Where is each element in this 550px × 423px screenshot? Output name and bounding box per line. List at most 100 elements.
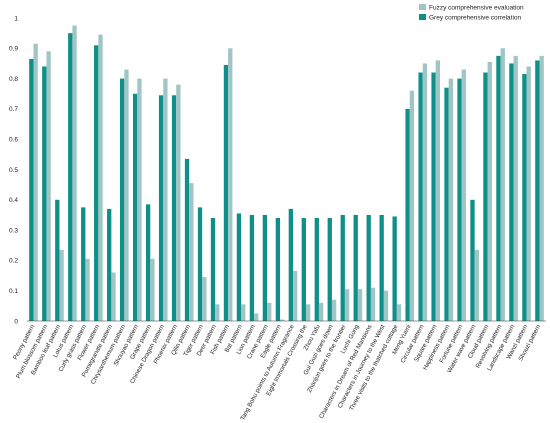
bar-fuzzy (409, 90, 415, 321)
bars (29, 25, 544, 322)
bar-grey (94, 45, 99, 322)
bar-grey (314, 217, 319, 321)
legend-swatch-grey (419, 14, 426, 20)
bar-grey (197, 207, 203, 322)
bar-fuzzy (357, 289, 363, 321)
bar-fuzzy (383, 290, 389, 321)
bar-fuzzy (124, 69, 129, 321)
bar-grey (509, 63, 514, 321)
y-tick-label: 0.9 (9, 46, 18, 53)
bar-fuzzy (46, 51, 51, 321)
y-tick-label: 0 (14, 318, 18, 325)
bar-fuzzy (254, 313, 259, 321)
bar-grey (107, 208, 112, 321)
bar-fuzzy (202, 277, 207, 321)
legend-swatch-fuzzy (419, 4, 426, 10)
y-tick-label: 0.3 (9, 227, 18, 234)
y-tick-label: 0.4 (9, 197, 18, 204)
bar-fuzzy (163, 78, 168, 321)
bar-fuzzy (150, 258, 155, 321)
y-tick-label: 0.2 (9, 258, 18, 265)
bar-fuzzy (422, 63, 428, 321)
bar-grey (353, 214, 358, 321)
bar-fuzzy (305, 304, 311, 321)
bar-grey (171, 95, 177, 322)
bar-grey (132, 93, 138, 321)
bar-grey (184, 158, 190, 321)
y-tick-label: 0.5 (9, 167, 18, 174)
bar-fuzzy (59, 249, 64, 321)
bar-fuzzy (241, 304, 246, 321)
y-tick-label: 0.6 (9, 137, 18, 144)
legend-label-grey: Grey comprehensive correlation (429, 15, 522, 22)
bar-fuzzy (189, 183, 194, 321)
bar-grey (145, 204, 151, 321)
bar-grey (29, 58, 34, 321)
bar-grey (301, 217, 306, 321)
bar-grey (288, 208, 293, 321)
bar-fuzzy (344, 289, 350, 321)
legend-label-fuzzy: Fuzzy comprehensive evaluation (429, 5, 524, 12)
bar-grey (158, 95, 164, 322)
bar-grey (431, 72, 436, 321)
bar-grey (223, 64, 229, 321)
legend: Fuzzy comprehensive evaluation Grey comp… (419, 4, 524, 22)
bar-fuzzy (500, 48, 505, 322)
bar-grey (444, 87, 449, 321)
bar-grey (418, 72, 423, 321)
bar-fuzzy (487, 61, 492, 321)
bar-grey (68, 33, 73, 322)
bar-fuzzy (292, 271, 298, 321)
bar-fuzzy (33, 43, 38, 321)
y-tick-label: 0.7 (9, 106, 18, 113)
bar-grey (42, 66, 47, 321)
bar-grey (470, 199, 475, 321)
bar-grey (249, 214, 255, 321)
bar-grey (262, 214, 268, 321)
bar-fuzzy (111, 272, 116, 321)
y-tick-label: 0.8 (9, 76, 18, 83)
bar-grey (327, 217, 332, 321)
bar-fuzzy (526, 66, 531, 321)
bar-fuzzy (435, 60, 441, 322)
bar-fuzzy (474, 249, 479, 321)
bar-grey (236, 213, 242, 321)
bar-fuzzy (448, 78, 453, 321)
bar-fuzzy (72, 25, 77, 321)
bar-fuzzy (331, 299, 337, 321)
bar-fuzzy (539, 55, 544, 322)
bar-grey (55, 199, 60, 321)
bar-fuzzy (267, 302, 272, 321)
bar-fuzzy (228, 48, 233, 322)
y-axis: 0 0.1 0.2 0.3 0.4 0.5 0.6 0.7 0.8 0.9 1 (9, 15, 18, 325)
bar-fuzzy (513, 55, 518, 322)
bar-grey (120, 78, 125, 321)
bar-grey (210, 217, 216, 321)
bar-grey (496, 55, 501, 322)
y-tick-label: 1 (14, 15, 18, 22)
bar-grey (392, 216, 397, 321)
bar-grey (366, 214, 371, 321)
bar-fuzzy (318, 302, 324, 321)
bar-fuzzy (280, 319, 285, 321)
bar-grey (275, 217, 281, 321)
y-tick-label: 0.1 (9, 288, 18, 295)
bar-grey (81, 207, 86, 322)
bar-fuzzy (176, 84, 181, 321)
bar-fuzzy (370, 287, 376, 321)
bar-grey (535, 60, 540, 322)
bar-fuzzy (396, 304, 402, 321)
bar-grey (340, 214, 345, 321)
bar-fuzzy (137, 78, 142, 321)
bar-fuzzy (461, 69, 466, 321)
bar-grey (379, 214, 384, 321)
bar-grey (457, 78, 462, 321)
bar-grey (522, 74, 527, 321)
bar-fuzzy (98, 34, 103, 322)
bar-grey (483, 72, 488, 321)
bar-grey (405, 108, 410, 322)
bar-fuzzy (85, 258, 90, 321)
bar-fuzzy (215, 304, 220, 321)
